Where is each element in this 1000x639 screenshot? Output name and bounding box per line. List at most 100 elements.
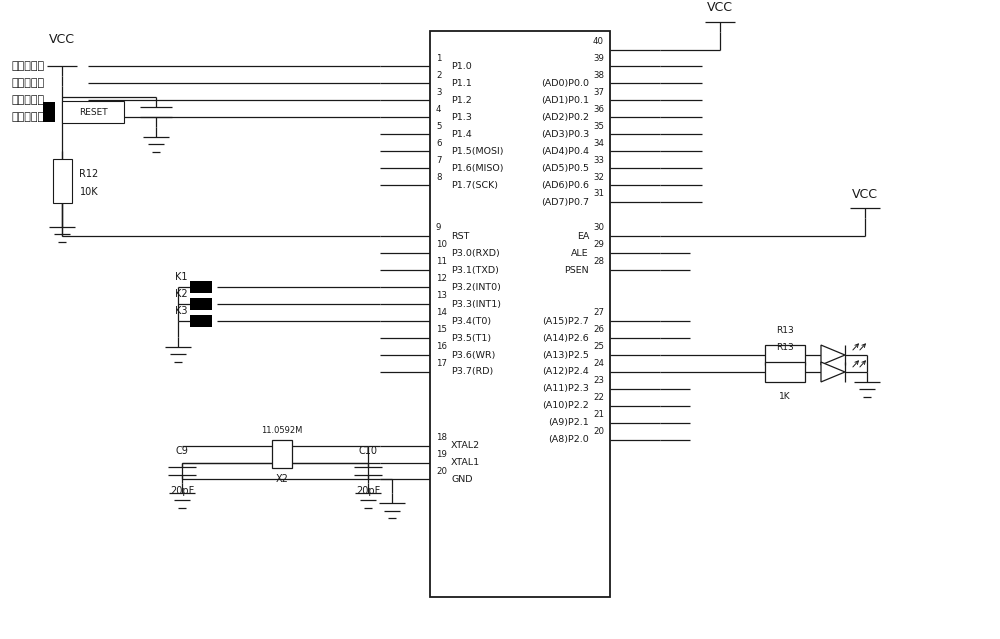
Text: 30: 30 [593, 224, 604, 233]
Text: 11: 11 [436, 258, 447, 266]
Text: VCC: VCC [707, 1, 733, 14]
Text: 20pF: 20pF [356, 486, 380, 496]
Text: 34: 34 [593, 139, 604, 148]
Text: 16: 16 [436, 343, 447, 351]
Text: (A14)P2.6: (A14)P2.6 [542, 334, 589, 343]
Text: 25: 25 [593, 343, 604, 351]
Text: 28: 28 [593, 258, 604, 266]
Text: C9: C9 [176, 446, 188, 456]
Text: 38: 38 [593, 71, 604, 80]
Text: K1: K1 [176, 272, 188, 282]
Bar [62, 101, 124, 123]
Text: (A13)P2.5: (A13)P2.5 [542, 351, 589, 360]
Text: 3: 3 [436, 88, 441, 96]
Text: P1.4: P1.4 [451, 130, 472, 139]
Text: (AD1)P0.1: (AD1)P0.1 [541, 96, 589, 105]
Bar [272, 440, 292, 468]
Bar [765, 345, 805, 365]
Text: 23: 23 [593, 376, 604, 385]
Text: 24: 24 [593, 359, 604, 368]
Text: (AD7)P0.7: (AD7)P0.7 [541, 197, 589, 207]
Text: 19: 19 [436, 450, 447, 459]
Text: 39: 39 [593, 54, 604, 63]
Text: (A10)P2.2: (A10)P2.2 [542, 401, 589, 410]
Text: 5: 5 [436, 121, 441, 130]
Text: (A15)P2.7: (A15)P2.7 [542, 316, 589, 326]
Text: R13: R13 [776, 343, 794, 352]
Text: VCC: VCC [49, 33, 75, 46]
Text: 13: 13 [436, 291, 447, 300]
Text: 40: 40 [593, 36, 604, 46]
Text: VCC: VCC [852, 188, 878, 201]
Text: (AD4)P0.4: (AD4)P0.4 [541, 147, 589, 156]
Text: 35: 35 [593, 121, 604, 130]
Text: 10K: 10K [80, 187, 98, 197]
Text: (AD0)P0.0: (AD0)P0.0 [541, 79, 589, 88]
Text: R12: R12 [80, 169, 99, 179]
Text: 1: 1 [436, 54, 441, 63]
Text: XTAL1: XTAL1 [451, 458, 480, 467]
Text: 7: 7 [436, 155, 441, 164]
Text: 33: 33 [593, 155, 604, 164]
Polygon shape [821, 345, 845, 365]
Text: 20pF: 20pF [170, 486, 194, 496]
Text: P1.5(MOSI): P1.5(MOSI) [451, 147, 504, 156]
Text: GND: GND [451, 475, 473, 484]
Text: 11.0592M: 11.0592M [261, 426, 303, 435]
Text: (A9)P2.1: (A9)P2.1 [548, 419, 589, 427]
Text: (A11)P2.3: (A11)P2.3 [542, 385, 589, 394]
Text: 29: 29 [593, 240, 604, 249]
Text: (AD5)P0.5: (AD5)P0.5 [541, 164, 589, 173]
Text: P1.6(MISO): P1.6(MISO) [451, 164, 504, 173]
Bar [190, 315, 212, 327]
Text: ALE: ALE [571, 249, 589, 258]
Text: 10: 10 [436, 240, 447, 249]
Text: P1.0: P1.0 [451, 62, 472, 71]
Text: 21: 21 [593, 410, 604, 419]
Text: R13: R13 [776, 326, 794, 335]
Text: XTAL2: XTAL2 [451, 441, 480, 450]
Text: 温度传感器: 温度传感器 [12, 95, 45, 105]
Text: EA: EA [577, 232, 589, 241]
Text: 12: 12 [436, 274, 447, 283]
Text: 26: 26 [593, 325, 604, 334]
Text: 漏水传感器: 漏水传感器 [12, 79, 45, 88]
Text: P3.5(T1): P3.5(T1) [451, 334, 491, 343]
Text: 17: 17 [436, 359, 447, 368]
Text: P3.6(WR): P3.6(WR) [451, 351, 495, 360]
Text: RST: RST [451, 232, 469, 241]
Text: 1K: 1K [779, 375, 791, 384]
Text: 转速传感器: 转速传感器 [12, 112, 45, 123]
Bar [52, 159, 72, 203]
Text: C10: C10 [358, 446, 378, 456]
Text: P3.2(INT0): P3.2(INT0) [451, 282, 501, 291]
Text: P3.7(RD): P3.7(RD) [451, 367, 493, 376]
Text: 18: 18 [436, 433, 447, 442]
Text: P1.3: P1.3 [451, 113, 472, 122]
Text: (A12)P2.4: (A12)P2.4 [542, 367, 589, 376]
Text: 4: 4 [436, 105, 441, 114]
Text: 37: 37 [593, 88, 604, 96]
Text: P3.3(INT1): P3.3(INT1) [451, 300, 501, 309]
Text: P3.0(RXD): P3.0(RXD) [451, 249, 500, 258]
Bar [190, 298, 212, 310]
Text: 22: 22 [593, 393, 604, 402]
Text: K2: K2 [175, 289, 188, 299]
Text: K3: K3 [176, 306, 188, 316]
Text: 27: 27 [593, 308, 604, 318]
Text: 2: 2 [436, 71, 441, 80]
Text: 9: 9 [436, 224, 441, 233]
Text: 20: 20 [593, 427, 604, 436]
Text: 15: 15 [436, 325, 447, 334]
Text: 31: 31 [593, 190, 604, 199]
Bar [430, 31, 610, 597]
Text: (AD3)P0.3: (AD3)P0.3 [541, 130, 589, 139]
Text: PSEN: PSEN [564, 266, 589, 275]
Text: 6: 6 [436, 139, 441, 148]
Text: P3.4(T0): P3.4(T0) [451, 316, 491, 326]
Text: (A8)P2.0: (A8)P2.0 [548, 435, 589, 444]
Text: P1.7(SCK): P1.7(SCK) [451, 181, 498, 190]
Text: 14: 14 [436, 308, 447, 318]
Polygon shape [821, 362, 845, 382]
Text: 20: 20 [436, 466, 447, 475]
